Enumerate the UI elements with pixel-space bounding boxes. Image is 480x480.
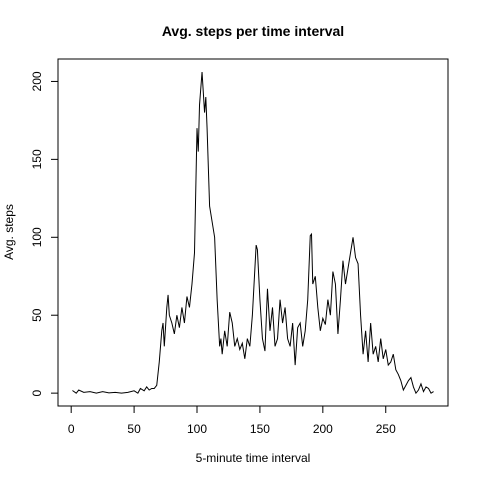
- x-tick-label: 200: [313, 422, 333, 436]
- y-tick-label: 150: [30, 149, 44, 169]
- x-tick-label: 0: [68, 422, 75, 436]
- x-tick-label: 150: [250, 422, 270, 436]
- y-tick-label: 200: [30, 71, 44, 91]
- x-axis-label: 5-minute time interval: [196, 451, 311, 465]
- x-tick-label: 250: [376, 422, 396, 436]
- y-tick-label: 50: [30, 308, 44, 322]
- y-tick-label: 0: [30, 389, 44, 396]
- x-tick-label: 50: [127, 422, 141, 436]
- x-tick-label: 100: [187, 422, 207, 436]
- y-tick-label: 100: [30, 227, 44, 247]
- y-axis-label: Avg. steps: [2, 204, 16, 260]
- chart-title: Avg. steps per time interval: [162, 23, 344, 39]
- data-line: [72, 72, 434, 395]
